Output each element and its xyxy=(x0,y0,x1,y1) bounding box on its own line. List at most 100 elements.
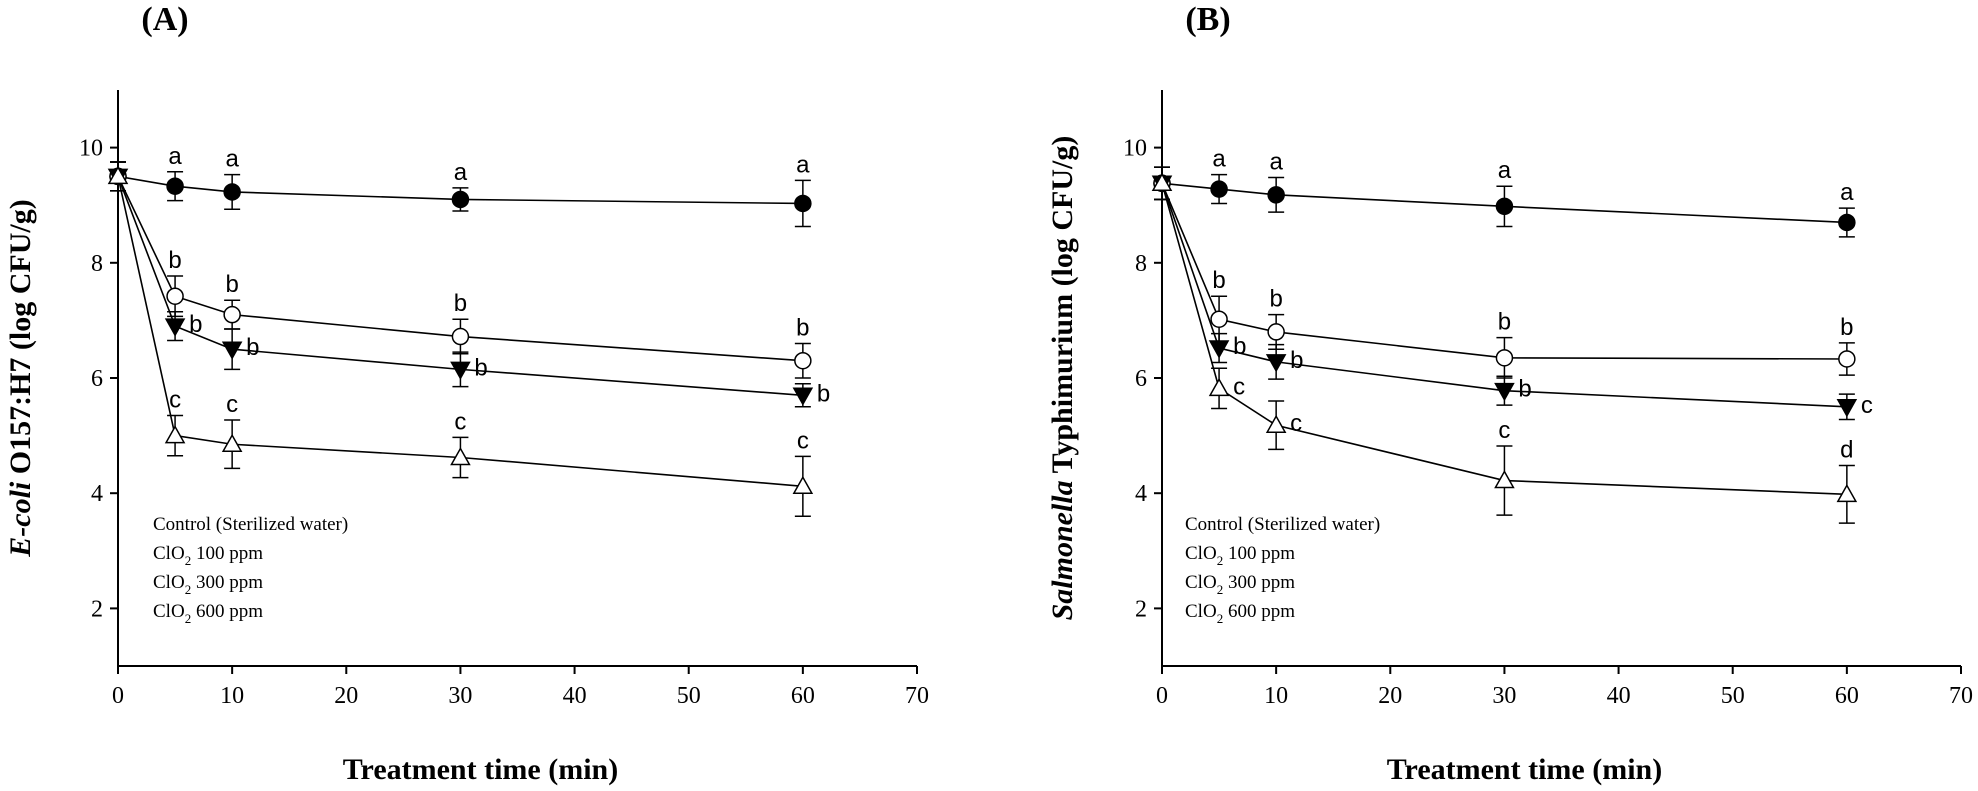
x-tick-label: 10 xyxy=(220,683,244,709)
legend-entry-text: ClO xyxy=(153,543,185,564)
legend-entry: ClO2 300 ppm xyxy=(153,572,263,597)
y-tick-label: 8 xyxy=(91,251,103,277)
data-point xyxy=(792,475,814,495)
y-tick-label: 8 xyxy=(1135,251,1147,277)
legend-entry: Control (Sterilized water) xyxy=(1185,514,1380,535)
legend-entry-text: 300 ppm xyxy=(191,572,263,593)
y-tick-label: 10 xyxy=(79,136,103,162)
data-point xyxy=(164,318,186,337)
data-point xyxy=(1267,323,1285,341)
x-tick-label: 60 xyxy=(1835,683,1859,709)
data-point xyxy=(1265,354,1287,373)
y-axis-title: E-coli O157:H7 (log CFU/g) xyxy=(4,199,37,557)
data-point xyxy=(166,287,184,305)
legend-entry-subscript: 2 xyxy=(1217,553,1224,568)
legend-entry: ClO2 100 ppm xyxy=(153,543,263,568)
significance-letter: c xyxy=(797,427,809,454)
data-point xyxy=(166,177,184,195)
significance-letter: a xyxy=(1269,149,1283,176)
data-point xyxy=(221,341,243,360)
x-tick-label: 30 xyxy=(448,683,472,709)
data-point xyxy=(1210,180,1228,198)
significance-letter: b xyxy=(474,354,487,381)
x-tick-label: 50 xyxy=(677,683,701,709)
y-axis-title-rest: Typhimurium (log CFU/g) xyxy=(1046,136,1079,481)
significance-letter: a xyxy=(1212,146,1226,173)
significance-letter: b xyxy=(1269,286,1282,313)
data-point xyxy=(1208,377,1230,397)
significance-letter: b xyxy=(246,334,259,361)
legend-entry-text: 100 ppm xyxy=(1223,543,1295,564)
x-tick-label: 0 xyxy=(112,683,124,709)
significance-letter: c xyxy=(1290,410,1302,437)
data-point xyxy=(1265,414,1287,433)
data-point xyxy=(1836,483,1858,503)
significance-letter: c xyxy=(169,386,181,413)
legend-entry: ClO2 100 ppm xyxy=(1185,543,1295,568)
legend-entry-subscript: 2 xyxy=(1217,582,1224,597)
legend-entry-text: ClO xyxy=(1185,601,1217,622)
significance-letter: a xyxy=(454,159,468,186)
y-axis-title-italic: E-coli xyxy=(4,481,37,558)
data-point xyxy=(1838,350,1856,368)
data-point xyxy=(792,387,814,406)
legend-entry-text: 600 ppm xyxy=(1223,601,1295,622)
data-point xyxy=(450,446,471,466)
panel-label: (A) xyxy=(141,1,188,38)
data-point xyxy=(1494,469,1515,489)
legend-entry-subscript: 2 xyxy=(185,611,192,626)
x-tick-label: 30 xyxy=(1492,683,1516,709)
x-tick-label: 10 xyxy=(1264,683,1288,709)
legend-entry: ClO2 600 ppm xyxy=(153,601,263,626)
legend-entry-text: ClO xyxy=(153,601,185,622)
legend-entry-subscript: 2 xyxy=(185,553,192,568)
data-point xyxy=(794,351,812,370)
x-axis-title: Treatment time (min) xyxy=(1387,753,1662,786)
chart-panel-a: (A) 0 10 20 30 40 50 60 70 2 4 6 8 10 Treatment time (… xyxy=(4,1,929,786)
data-point xyxy=(1836,399,1858,418)
significance-letter: b xyxy=(796,314,809,341)
significance-letter: c xyxy=(1233,373,1245,400)
y-tick-label: 6 xyxy=(1135,366,1147,392)
data-point xyxy=(1151,172,1173,192)
y-tick-label: 6 xyxy=(91,366,103,392)
legend-entry-text: 100 ppm xyxy=(191,543,263,564)
data-point xyxy=(451,327,470,346)
x-tick-label: 50 xyxy=(1721,683,1745,709)
significance-letter: b xyxy=(1518,376,1531,403)
data-point xyxy=(164,425,186,444)
legend-entry-text: Control (Sterilized water) xyxy=(153,514,348,535)
y-tick-label: 2 xyxy=(91,596,103,622)
y-tick-label: 4 xyxy=(91,481,103,507)
significance-letter: c xyxy=(1861,392,1873,419)
y-tick-label: 10 xyxy=(1123,136,1147,162)
data-point xyxy=(1495,197,1514,216)
data-point xyxy=(794,194,812,213)
legend-entry-text: ClO xyxy=(1185,543,1217,564)
significance-letter: c xyxy=(1498,417,1510,444)
significance-letter: b xyxy=(454,290,467,317)
data-point xyxy=(1267,186,1285,204)
significance-letter: a xyxy=(168,143,182,170)
significance-letter: c xyxy=(454,408,466,435)
significance-letter: a xyxy=(1840,179,1854,206)
x-tick-label: 70 xyxy=(1949,683,1973,709)
y-tick-label: 4 xyxy=(1135,481,1147,507)
significance-letter: b xyxy=(1840,314,1853,341)
significance-letter: a xyxy=(1498,157,1512,184)
significance-letter: a xyxy=(796,151,810,178)
data-point xyxy=(223,183,241,201)
y-axis-title-italic: Salmonella xyxy=(1046,480,1079,620)
significance-letter: b xyxy=(1212,267,1225,294)
legend-entry: Control (Sterilized water) xyxy=(153,514,348,535)
y-axis-title: Salmonella Typhimurium (log CFU/g) xyxy=(1046,136,1079,621)
x-tick-label: 70 xyxy=(905,683,929,709)
legend-entry-subscript: 2 xyxy=(1217,611,1224,626)
x-tick-label: 60 xyxy=(791,683,815,709)
significance-letter: b xyxy=(817,380,830,407)
data-point xyxy=(451,190,470,209)
data-point xyxy=(107,165,129,185)
legend-entry-text: 300 ppm xyxy=(1223,572,1295,593)
significance-letter: b xyxy=(1233,333,1246,360)
